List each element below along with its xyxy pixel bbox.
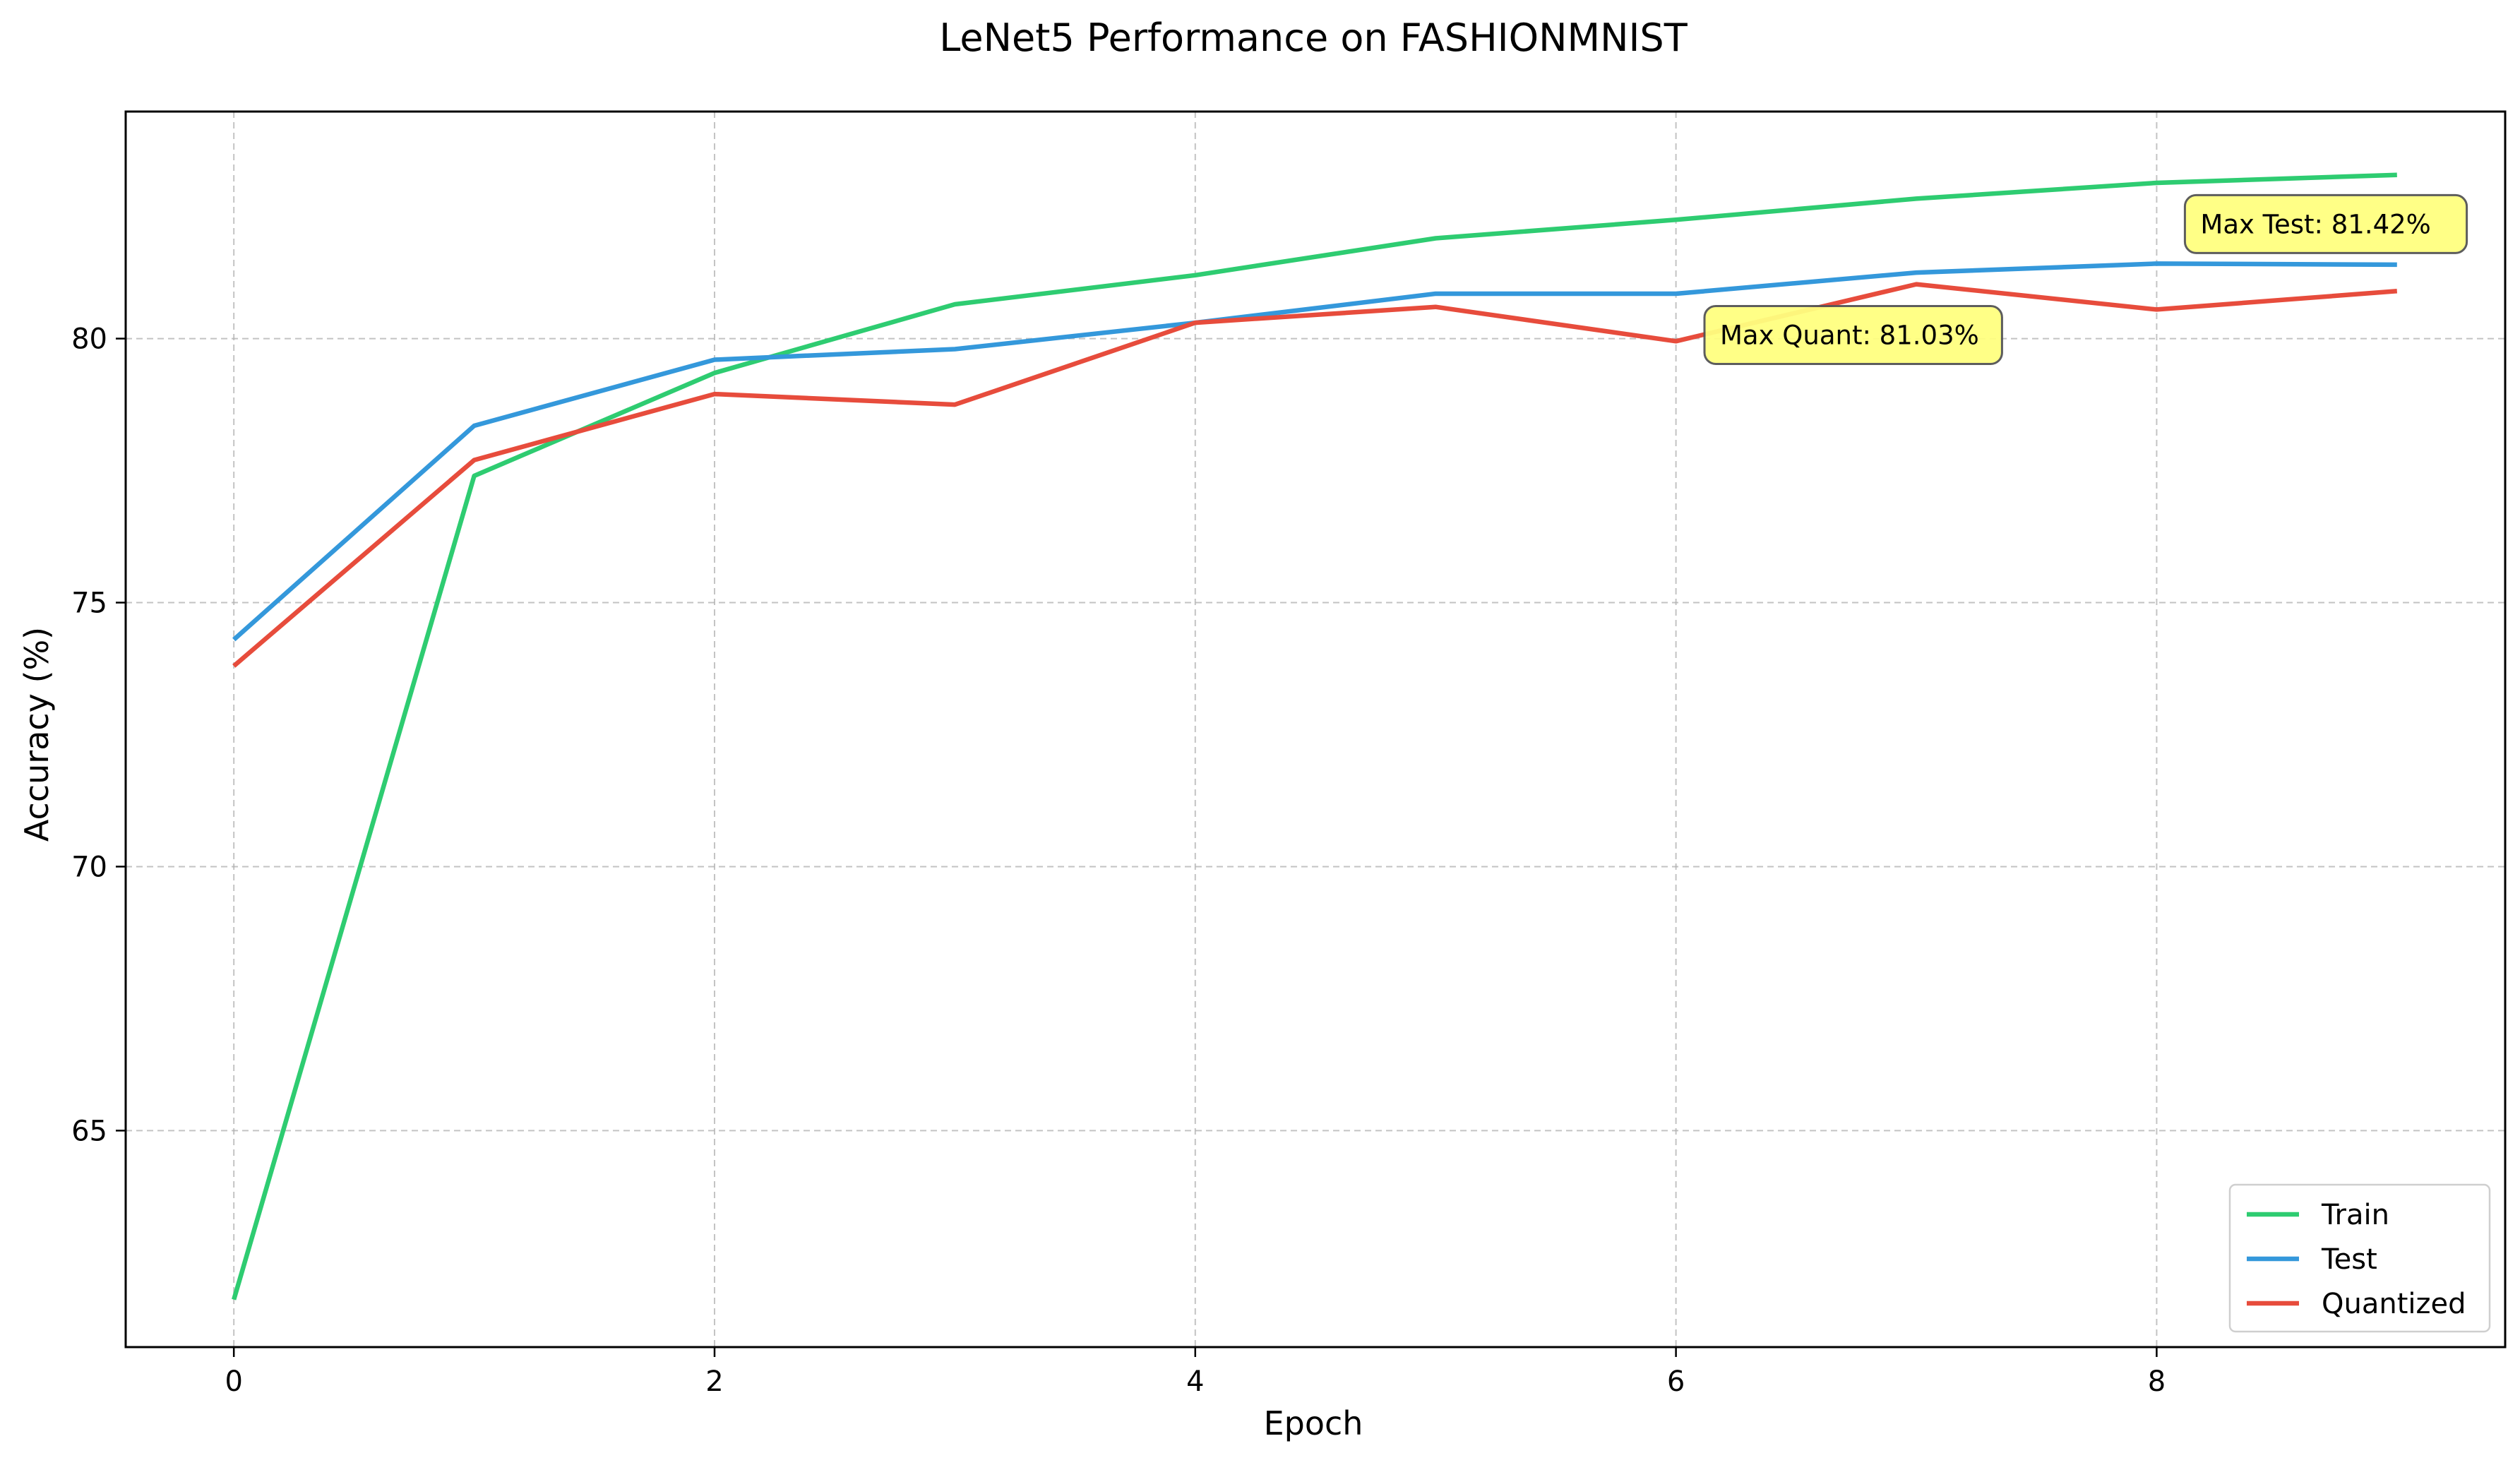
legend-label-quantized: Quantized bbox=[2322, 1288, 2466, 1320]
annotation-box bbox=[1703, 305, 2003, 366]
annotation-text: Max Test: 81.42% bbox=[2200, 209, 2430, 239]
legend-box bbox=[2228, 1183, 2491, 1333]
series-line-train bbox=[232, 172, 2397, 1300]
annotation-box bbox=[2183, 193, 2468, 254]
series-line-quantized bbox=[232, 282, 2398, 668]
x-tick-label: 4 bbox=[1186, 1365, 1204, 1398]
y-tick-label: 75 bbox=[71, 587, 107, 620]
y-tick-label: 80 bbox=[71, 323, 107, 356]
legend-label-train: Train bbox=[2321, 1199, 2389, 1231]
annotation: Max Quant: 81.03% bbox=[1703, 305, 2003, 366]
chart-title: LeNet5 Performance on FASHIONMNIST bbox=[939, 16, 1688, 60]
x-axis-label: Epoch bbox=[1264, 1404, 1363, 1442]
legend-label-test: Test bbox=[2321, 1243, 2377, 1276]
y-tick-label: 70 bbox=[71, 851, 107, 883]
x-tick-label: 8 bbox=[2148, 1365, 2166, 1398]
series-line-test bbox=[232, 261, 2397, 642]
plot-area: 0 2 4 6 8 65 70 75 80 Max Test: 81.42% Max Quant: … bbox=[71, 110, 2507, 1398]
annotation-text: Max Quant: 81.03% bbox=[1720, 321, 1979, 351]
plot-frame bbox=[124, 110, 2507, 1349]
y-axis-label: Accuracy (%) bbox=[18, 627, 56, 842]
x-tick-label: 6 bbox=[1667, 1365, 1685, 1398]
y-tick-label: 65 bbox=[71, 1115, 107, 1147]
x-tick-label: 2 bbox=[705, 1365, 723, 1398]
x-tick-label: 0 bbox=[225, 1365, 242, 1398]
annotation: Max Test: 81.42% bbox=[2183, 193, 2468, 254]
